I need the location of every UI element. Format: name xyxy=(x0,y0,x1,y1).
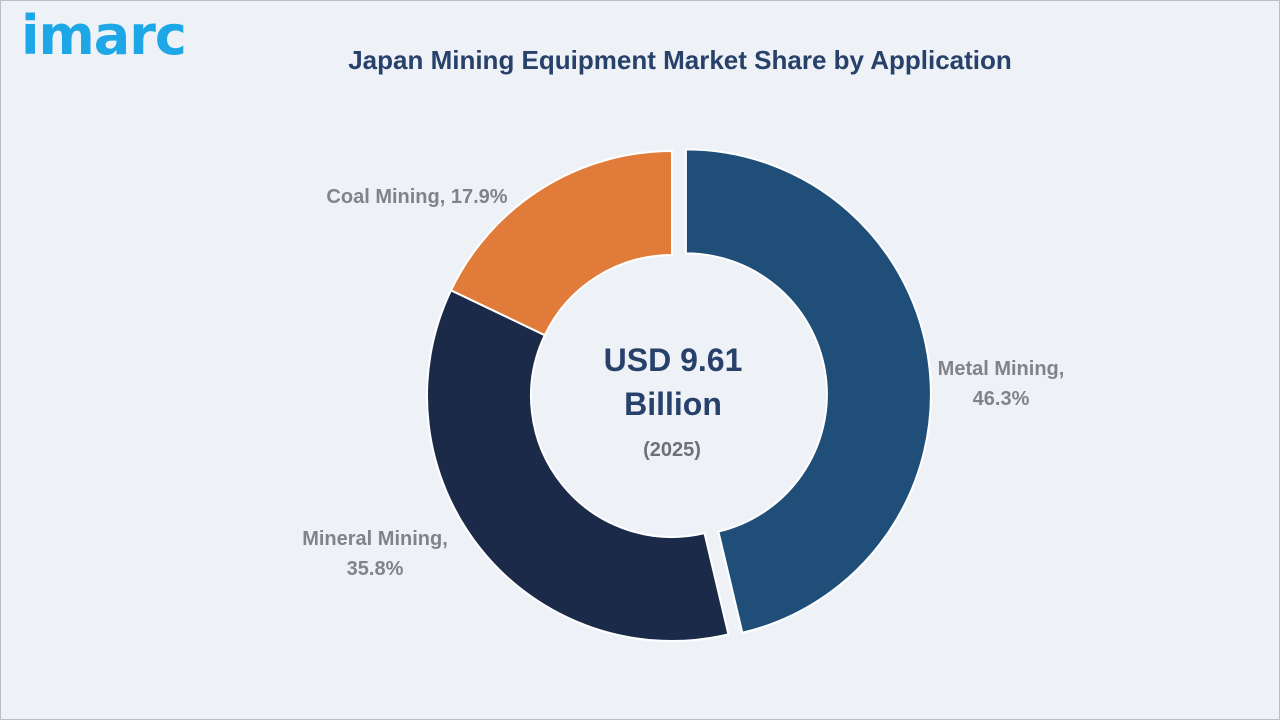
imarc-logo: imarc xyxy=(21,4,187,67)
slice-labels: Metal Mining, 46.3% Mineral Mining, 35.8% Co… xyxy=(302,186,1064,580)
label-mineral-mining: Mineral Mining, 35.8% xyxy=(302,528,448,580)
center-year: (2025) xyxy=(643,439,701,461)
center-unit: Billion xyxy=(624,386,722,422)
label-metal-mining: Metal Mining, 46.3% xyxy=(938,358,1065,410)
slice-metal-mining xyxy=(684,148,932,634)
slice-coal-mining xyxy=(449,149,673,337)
label-coal-mining: Coal Mining, 17.9% xyxy=(326,186,507,208)
center-value: USD 9.61 xyxy=(604,342,743,378)
slice-mineral-mining xyxy=(426,288,730,642)
donut-slices xyxy=(426,148,932,642)
chart-title: Japan Mining Equipment Market Share by A… xyxy=(348,45,1012,75)
